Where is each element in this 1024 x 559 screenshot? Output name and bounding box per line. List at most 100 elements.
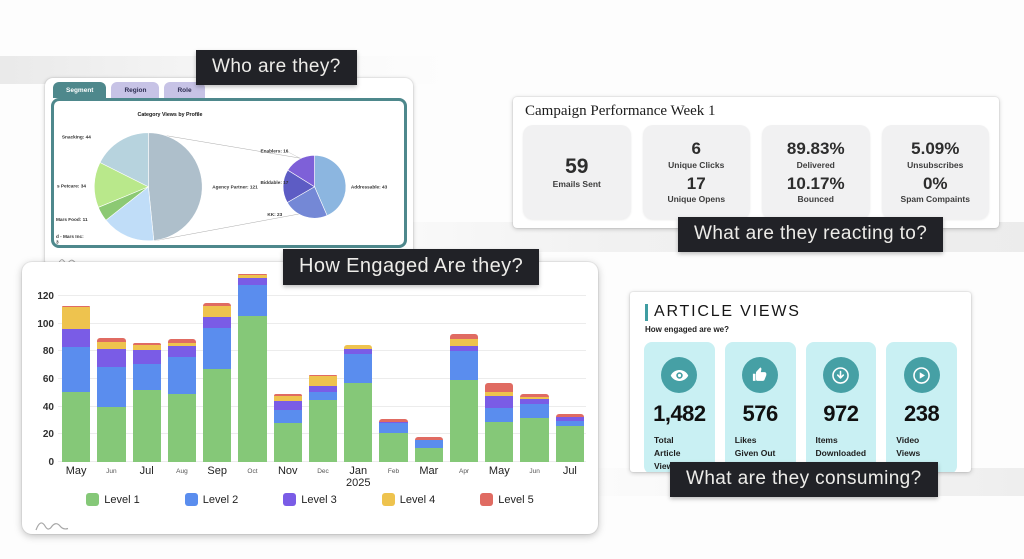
gridline bbox=[58, 322, 586, 324]
bar-segment bbox=[485, 391, 514, 396]
banner-reacting: What are they reacting to? bbox=[678, 217, 944, 252]
profile-tabs: Segment Region Role bbox=[45, 78, 413, 98]
bar-segment bbox=[379, 433, 408, 462]
bar-segment bbox=[203, 327, 232, 370]
bar-column bbox=[308, 374, 338, 462]
bar-segment bbox=[97, 366, 126, 407]
campaign-performance-card: Campaign Performance Week 1 59 Emails Sen… bbox=[513, 97, 999, 228]
bar-chart-area: 0 20 40 60 80 100 120 bbox=[22, 262, 598, 468]
bar-segment bbox=[62, 307, 91, 330]
legend-item[interactable]: Level 1 bbox=[86, 493, 140, 506]
article-stat-tile: 972 Items Downloaded bbox=[805, 342, 877, 472]
x-axis-label: May bbox=[65, 465, 87, 477]
bar-segment bbox=[485, 395, 514, 409]
pie-panel: Agency Partner: 121 d - Mars Inc: 3 Mars Fo… bbox=[51, 98, 407, 248]
bar-segment bbox=[555, 420, 584, 427]
legend-swatch bbox=[86, 493, 100, 506]
bar-column bbox=[379, 419, 408, 462]
bar-column bbox=[132, 343, 161, 462]
bar-segment bbox=[62, 391, 91, 462]
bar-segment bbox=[97, 341, 126, 349]
y-tick-label: 120 bbox=[37, 291, 54, 303]
stat-label: Items Downloaded bbox=[815, 435, 867, 459]
pie-chart-title: Category Views by Profile bbox=[138, 112, 203, 118]
bar-segment bbox=[273, 394, 302, 396]
bar-segment bbox=[97, 337, 126, 342]
bar-segment bbox=[520, 404, 549, 418]
bar-column bbox=[520, 394, 549, 462]
x-axis-label: Apr bbox=[458, 468, 470, 475]
article-views-card: ARTICLE VIEWS How engaged are we? 1,482 T… bbox=[630, 292, 971, 472]
legend-swatch bbox=[381, 493, 395, 506]
tab-segment[interactable]: Segment bbox=[53, 82, 107, 98]
x-axis-label: Mar bbox=[419, 465, 439, 477]
x-axis-label: Feb bbox=[387, 468, 400, 475]
x-axis-label: Jun bbox=[529, 468, 540, 475]
accent-bar bbox=[645, 303, 648, 321]
bar-segment bbox=[449, 380, 479, 462]
bar-column bbox=[344, 344, 373, 462]
pie-slice bbox=[105, 186, 155, 242]
campaign-stat-tile: 5.09% Unsubscribes 0% Spam Compaints bbox=[881, 125, 989, 219]
bar-segment bbox=[520, 398, 549, 405]
campaign-stat-tile: 89.83% Delivered 10.17% Bounced bbox=[762, 125, 870, 219]
eye-icon bbox=[661, 357, 698, 393]
tab-region[interactable]: Region bbox=[111, 82, 160, 98]
campaign-stat: 10.17% Bounced bbox=[787, 174, 845, 204]
x-axis-label: Jul bbox=[139, 465, 154, 477]
bar-segment bbox=[62, 347, 91, 392]
bar-segment bbox=[273, 409, 302, 424]
bar-segment bbox=[414, 437, 443, 440]
campaign-stat-tile: 59 Emails Sent bbox=[523, 125, 631, 219]
stat-value: 238 bbox=[904, 401, 940, 426]
bar-segment bbox=[273, 395, 302, 402]
bar-segment bbox=[449, 345, 479, 352]
stat-value: 59 bbox=[565, 154, 589, 178]
pie-slice bbox=[314, 155, 347, 216]
x-axis-labels: May Jun Jul Aug Sep Oct Nov Dec Jan 2025 Feb Mar Ap… bbox=[22, 462, 598, 489]
bar-segment bbox=[132, 343, 161, 345]
campaign-stat-tile: 6 Unique Clicks 17 Unique Opens bbox=[642, 125, 750, 219]
bar-segment bbox=[344, 348, 373, 355]
article-stat-tile: 238 Video Views bbox=[886, 342, 957, 472]
bar-segment bbox=[132, 363, 161, 391]
stat-value: 0% bbox=[922, 173, 948, 193]
legend-item[interactable]: Level 5 bbox=[480, 493, 534, 506]
bar-column bbox=[414, 437, 443, 462]
bar-segment bbox=[379, 423, 408, 433]
bar-column bbox=[485, 383, 514, 462]
x-axis-label: Sep bbox=[207, 465, 227, 477]
bar-segment bbox=[485, 408, 514, 422]
bar-segment bbox=[449, 333, 479, 340]
pie-slice-label: Addressable: 43 bbox=[351, 185, 388, 190]
x-axis-label: Nov bbox=[277, 465, 298, 477]
bar-segment bbox=[449, 339, 479, 346]
y-tick-label: 100 bbox=[37, 318, 54, 330]
campaign-stat: 59 Emails Sent bbox=[553, 155, 601, 189]
bar-segment bbox=[414, 448, 443, 462]
gridline bbox=[58, 350, 586, 352]
bar-segment bbox=[485, 421, 514, 462]
legend-item[interactable]: Level 3 bbox=[283, 493, 337, 506]
stat-value: 5.09% bbox=[911, 138, 960, 158]
stat-label: Total Article Views bbox=[654, 435, 681, 472]
bar-column bbox=[203, 302, 232, 462]
tab-role[interactable]: Role bbox=[164, 82, 205, 98]
y-axis-labels: 0 20 40 60 80 100 120 bbox=[28, 274, 58, 468]
pie-slice-label: Snacking: 44 bbox=[62, 135, 91, 140]
pie-slice bbox=[287, 155, 315, 188]
bar-segment bbox=[344, 383, 373, 462]
bar-segment bbox=[167, 343, 197, 346]
wave-logo-icon bbox=[35, 522, 69, 531]
legend-item[interactable]: Level 2 bbox=[184, 493, 238, 506]
bar-column bbox=[238, 274, 267, 462]
bar-segment bbox=[308, 374, 338, 377]
bar-segment bbox=[379, 421, 408, 424]
pie-slice bbox=[148, 132, 203, 241]
bar-segment bbox=[132, 350, 161, 364]
stat-value: 17 bbox=[686, 173, 706, 193]
stat-label: Video Views bbox=[896, 435, 921, 459]
legend-item[interactable]: Level 4 bbox=[381, 493, 435, 506]
bar-column bbox=[97, 337, 126, 462]
pie-slice-label: Mars Food: 11 bbox=[56, 217, 88, 222]
